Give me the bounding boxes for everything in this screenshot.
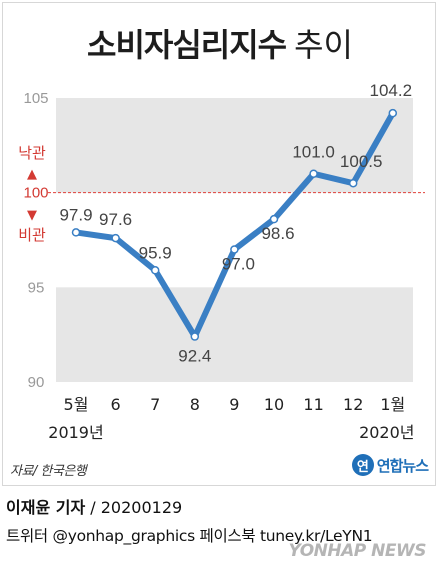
watermark: YONHAP NEWS	[288, 541, 427, 561]
x-tick-label: 10	[264, 395, 284, 414]
credit-line: 이재윤 기자 / 20200129	[6, 494, 182, 518]
year-label-start: 2019년	[48, 423, 103, 442]
data-label: 100.5	[340, 152, 383, 171]
data-point	[150, 266, 160, 275]
x-tick-label: 1월	[380, 395, 405, 414]
source-note: 자료/ 한국은행	[10, 464, 87, 479]
x-tick-label: 5월	[64, 395, 89, 414]
x-tick-label: 8	[190, 395, 200, 414]
graphic-frame	[2, 2, 436, 486]
data-label: 97.9	[59, 205, 92, 224]
up-arrow-icon: ▲	[27, 167, 37, 182]
data-point	[348, 178, 358, 188]
line-chart: 105 100 95 90 낙관 ▲ ▼ 비관 97.9 97.6 95.9 92.4 97.0 98.6…	[18, 81, 425, 442]
down-arrow-icon: ▼	[27, 208, 37, 223]
x-tick-label: 7	[150, 395, 160, 414]
x-tick-label: 12	[343, 395, 363, 414]
data-label: 98.6	[261, 224, 294, 243]
credit-date: / 20200129	[90, 498, 183, 517]
data-label: 97.6	[99, 210, 132, 229]
x-tick-label: 6	[111, 395, 121, 414]
sns-line: 트위터 @yonhap_graphics 페이스북 tuney.kr/LeYN1	[6, 527, 373, 545]
brand-mark-icon: 연	[351, 454, 374, 476]
brand-name: 연합뉴스	[376, 456, 429, 475]
brand-logo: 연 연합뉴스	[351, 454, 429, 476]
band-lower	[56, 287, 413, 382]
data-point	[269, 214, 279, 224]
pessimism-label: 비관	[18, 226, 46, 244]
reporter-name: 이재윤 기자	[6, 498, 86, 517]
title-sub: 추이	[294, 26, 353, 64]
data-label: 97.0	[222, 254, 255, 273]
year-label-end: 2020년	[359, 423, 414, 442]
data-label: 95.9	[139, 243, 172, 262]
data-point	[190, 332, 200, 341]
data-label: 92.4	[178, 347, 211, 366]
data-point	[309, 169, 318, 178]
y-tick-label: 95	[28, 279, 45, 296]
x-tick-label: 9	[229, 395, 239, 414]
y-tick-label: 90	[28, 374, 45, 391]
y-tick-label: 105	[23, 90, 48, 107]
band-upper	[56, 98, 413, 193]
data-point	[230, 245, 239, 254]
data-point	[71, 228, 81, 237]
title-main: 소비자심리지수	[87, 26, 287, 64]
x-tick-label: 11	[303, 395, 323, 414]
chart-title: 소비자심리지수 추이	[0, 20, 440, 66]
data-label: 104.2	[370, 81, 413, 100]
optimism-label: 낙관	[18, 144, 46, 162]
data-label: 101.0	[292, 143, 335, 162]
data-point	[388, 108, 398, 118]
y-tick-label: 100	[23, 185, 48, 202]
data-point	[111, 233, 120, 243]
